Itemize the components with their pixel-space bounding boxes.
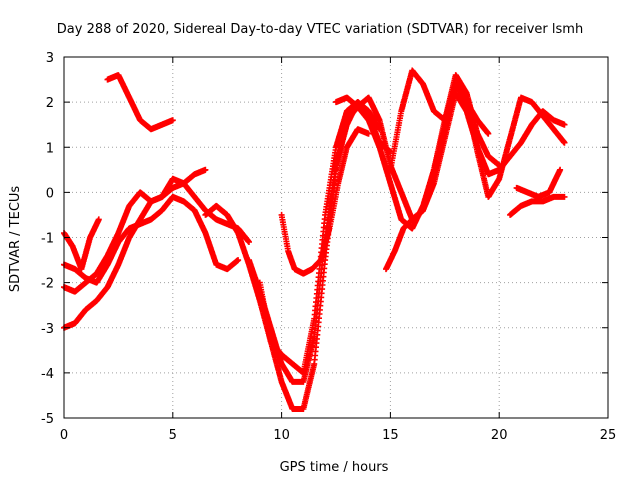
grid [64, 57, 608, 418]
y-tick-label: 0 [46, 186, 54, 201]
data-point-markers [246, 99, 383, 385]
data-point-markers [104, 72, 176, 133]
series-track-7 [246, 99, 383, 385]
x-axis-title: GPS time / hours [280, 460, 389, 475]
y-tick-label: 3 [46, 51, 54, 66]
x-tick-label: 0 [60, 428, 68, 443]
chart-title: Day 288 of 2020, Sidereal Day-to-day VTE… [57, 22, 583, 37]
series-track-5 [104, 72, 176, 133]
y-tick-label: 1 [46, 141, 54, 156]
data-point-markers [513, 166, 564, 200]
y-tick-label: -4 [41, 367, 54, 382]
x-tick-label: 20 [491, 428, 508, 443]
x-tick-label: 15 [382, 428, 399, 443]
y-tick-label: 2 [46, 96, 54, 111]
data-point-markers [387, 67, 568, 200]
x-tick-label: 25 [600, 428, 617, 443]
ticks: 0 5 10 15 20 25 -5 -4 -3 -2 -1 0 1 2 3 [41, 51, 616, 443]
data-point-markers [507, 193, 568, 218]
y-axis-title: SDTVAR / TECUs [8, 186, 23, 293]
data-point-markers [278, 126, 372, 277]
x-tick-label: 10 [273, 428, 290, 443]
y-tick-label: -2 [41, 277, 54, 292]
series-track-15 [513, 166, 564, 200]
data-markers [61, 67, 568, 412]
series-track-13 [387, 67, 568, 200]
y-tick-label: -5 [41, 412, 54, 427]
y-tick-label: -3 [41, 322, 54, 337]
series-track-9 [278, 126, 372, 277]
x-tick-label: 5 [169, 428, 177, 443]
y-tick-label: -1 [41, 232, 54, 247]
series-track-14 [507, 193, 568, 218]
